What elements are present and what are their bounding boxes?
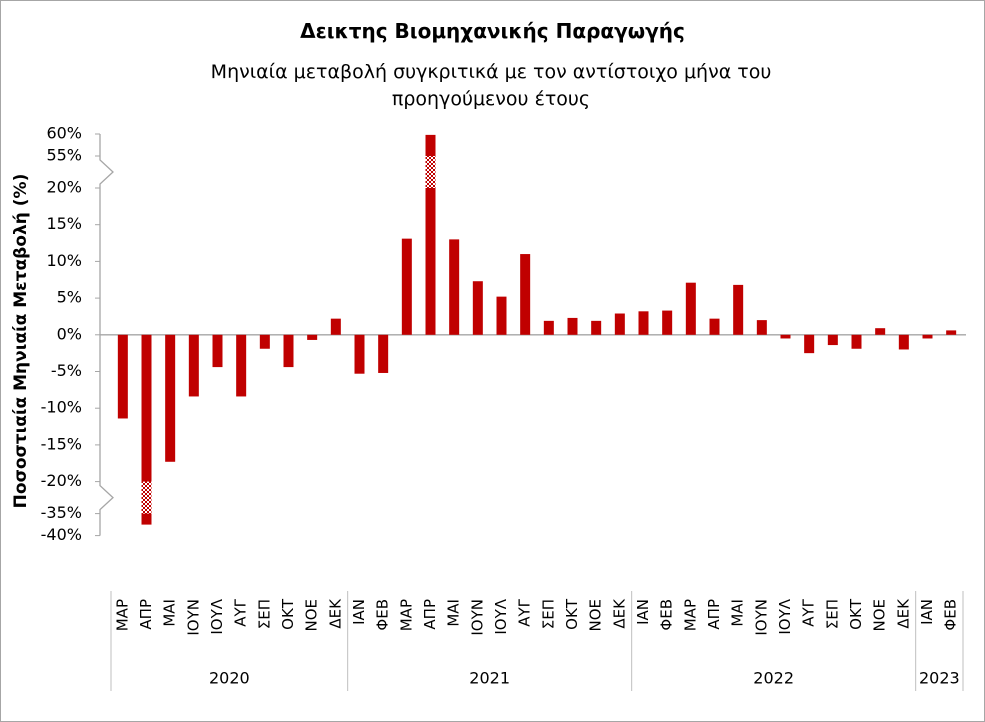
x-tick-label: ΑΠΡ [421, 599, 439, 630]
x-tick-label: ΙΑΝ [350, 599, 368, 625]
y-tick-label: 15% [46, 214, 82, 233]
x-tick-label: ΜΑΙ [445, 599, 463, 627]
x-tick-label: ΙΟΥΝ [752, 599, 770, 636]
bar [188, 334, 199, 397]
x-tick-label: ΔΕΚ [894, 598, 912, 629]
x-tick-label: ΜΑΙ [729, 599, 747, 627]
bar [117, 334, 128, 419]
bar [638, 311, 649, 335]
x-tick-label: ΙΑΝ [634, 599, 652, 625]
chart-title: Δεικτης Βιομηχανικής Παραγωγής [300, 19, 685, 43]
bar [520, 254, 531, 335]
axis-break-hatch [425, 156, 436, 188]
y-tick-label: 5% [57, 288, 82, 307]
x-group-label: 2020 [209, 669, 250, 688]
bar [851, 334, 862, 349]
x-tick-label: ΑΥΓ [800, 598, 818, 626]
x-tick-label: ΜΑΡ [397, 599, 415, 631]
x-tick-label: ΜΑΡ [681, 599, 699, 631]
bar [756, 320, 767, 335]
y-tick-label: 0% [57, 324, 82, 343]
bar [898, 334, 909, 350]
y-tick-label: 60% [46, 124, 82, 143]
y-tick-label: -15% [41, 434, 82, 453]
x-tick-label: ΜΑΙ [161, 599, 179, 627]
bar [614, 313, 625, 335]
x-tick-label: ΙΟΥΝ [184, 599, 202, 636]
x-tick-label: ΝΟΕ [587, 599, 605, 632]
bar [662, 310, 673, 335]
bar [804, 334, 815, 354]
x-tick-label: ΔΕΚ [326, 598, 344, 629]
y-tick-label: 20% [46, 178, 82, 197]
bar [472, 281, 483, 335]
bar [165, 334, 176, 462]
bar [236, 334, 247, 397]
bar [543, 320, 554, 335]
chart-subtitle: Μηνιαία μεταβολή συγκριτικά με τον αντίσ… [210, 61, 772, 110]
bar [827, 334, 838, 346]
x-tick-label: ΑΠΡ [137, 599, 155, 630]
x-tick-label: ΟΚΤ [563, 598, 581, 630]
bar [922, 334, 933, 339]
bar [425, 134, 436, 335]
x-tick-label: ΝΟΕ [303, 599, 321, 632]
y-tick-label: -20% [41, 471, 82, 490]
x-group-label: 2021 [469, 669, 510, 688]
y-tick-label: -35% [41, 503, 82, 522]
x-tick-label: ΙΟΥΛ [776, 598, 794, 634]
bar [354, 334, 365, 374]
x-tick-label: ΣΕΠ [539, 599, 557, 629]
bar [780, 334, 791, 339]
x-tick-label: ΑΥΓ [516, 598, 534, 626]
y-tick-label: 55% [46, 146, 82, 165]
bar [283, 334, 294, 368]
x-tick-label: ΑΠΡ [705, 599, 723, 630]
bar [496, 296, 507, 335]
bar [875, 328, 886, 335]
x-tick-label: ΟΚΤ [847, 598, 865, 630]
y-axis-title: Ποσοστιαία Μηνιαία Μεταβολή (%) [11, 174, 31, 509]
bar [591, 320, 602, 335]
x-tick-label: ΙΑΝ [918, 599, 936, 625]
bar [733, 284, 744, 335]
x-tick-label: ΝΟΕ [871, 599, 889, 632]
x-group-label: 2023 [919, 669, 960, 688]
x-tick-label: ΑΥΓ [232, 598, 250, 626]
y-tick-label: -5% [51, 361, 82, 380]
axis-break-hatch [141, 481, 152, 514]
x-tick-label: ΙΟΥΛ [492, 598, 510, 634]
x-tick-label: ΙΟΥΝ [468, 599, 486, 636]
x-tick-label: ΜΑΡ [113, 599, 131, 631]
bar [567, 317, 578, 335]
bar [685, 282, 696, 335]
bar [212, 334, 223, 368]
bar [330, 318, 341, 335]
y-tick-label: -10% [41, 398, 82, 417]
y-tick-label: 10% [46, 251, 82, 270]
x-tick-label: ΦΕΒ [658, 599, 676, 631]
bar [378, 334, 389, 373]
bar [449, 239, 460, 335]
x-tick-label: ΦΕΒ [942, 599, 960, 631]
x-tick-label: ΣΕΠ [255, 599, 273, 629]
x-tick-label: ΣΕΠ [823, 599, 841, 629]
bar [709, 318, 720, 335]
x-tick-label: ΟΚΤ [279, 598, 297, 630]
x-tick-label: ΔΕΚ [610, 598, 628, 629]
y-tick-label: -40% [41, 525, 82, 544]
bar [307, 334, 318, 340]
bar [401, 238, 412, 335]
x-group-label: 2022 [753, 669, 794, 688]
bar [946, 330, 957, 335]
x-tick-label: ΦΕΒ [374, 599, 392, 631]
bar [141, 334, 152, 525]
x-tick-label: ΙΟΥΛ [208, 598, 226, 634]
bar [259, 334, 270, 349]
